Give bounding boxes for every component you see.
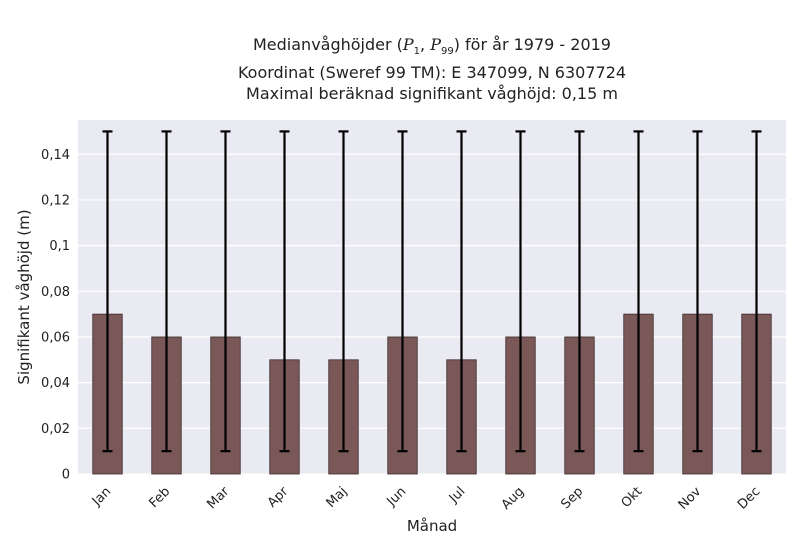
x-tick-label: Feb — [146, 484, 173, 511]
x-tick-label: Jul — [446, 484, 468, 506]
y-axis-label: Signifikant våghöjd (m) — [15, 209, 33, 384]
x-tick-label: Dec — [735, 484, 763, 512]
x-tick-label: Maj — [324, 484, 351, 511]
chart-title-line-1: Medianvåghöjder (P1, P99) för år 1979 - … — [253, 35, 611, 58]
grid-lines — [78, 153, 786, 475]
x-tick-label: Okt — [619, 484, 646, 511]
x-tick-label: Aug — [499, 484, 528, 513]
x-axis-label: Månad — [407, 517, 457, 535]
y-tick-label: 0,02 — [41, 422, 70, 437]
y-axis-ticks: 0 0,02 0,04 0,06 0,08 0,1 0,12 0,14 — [41, 148, 70, 483]
plot-area — [78, 120, 786, 474]
y-tick-label: 0,04 — [41, 376, 70, 391]
x-tick-label: Sep — [558, 484, 586, 512]
x-tick-label: Jan — [89, 484, 114, 509]
chart-title-line-3: Maximal beräknad signifikant våghöjd: 0,… — [246, 84, 618, 104]
y-tick-label: 0,06 — [41, 330, 70, 345]
x-tick-label: Nov — [676, 484, 705, 513]
y-tick-label: 0 — [62, 468, 70, 483]
x-tick-label: Jun — [384, 484, 410, 510]
x-tick-label: Apr — [265, 484, 292, 511]
error-bars — [102, 130, 762, 453]
y-tick-label: 0,1 — [49, 239, 70, 254]
x-axis-ticks: Jan Feb Mar Apr Maj Jun Jul Aug Sep Okt Nov Dec — [89, 484, 763, 513]
x-tick-label: Mar — [204, 484, 232, 512]
y-tick-label: 0,14 — [41, 148, 70, 163]
chart-title-line-2: Koordinat (Sweref 99 TM): E 347099, N 63… — [237, 63, 627, 83]
y-tick-label: 0,12 — [41, 193, 70, 208]
y-tick-label: 0,08 — [41, 285, 70, 300]
chart-title: Medianvåghöjder (P1, P99) för år 1979 - … — [62, 34, 800, 104]
